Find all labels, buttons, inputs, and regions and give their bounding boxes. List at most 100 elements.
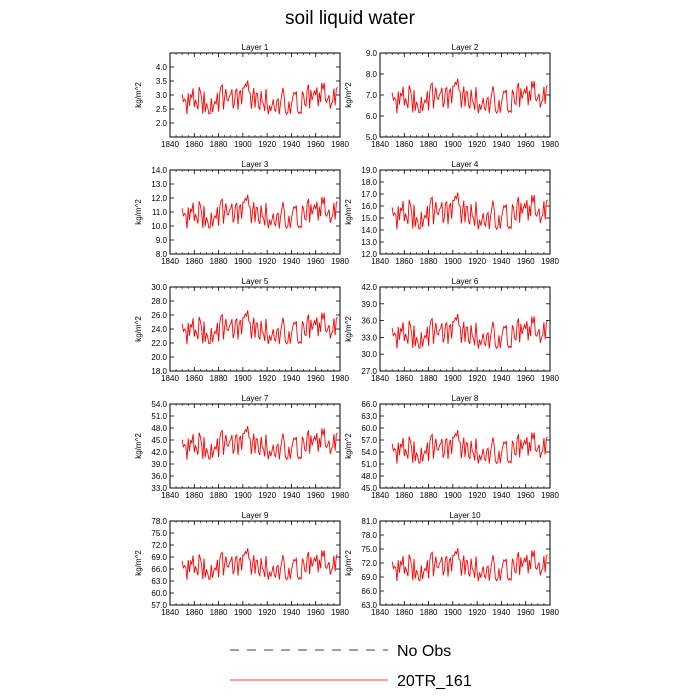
panel-3-ytick-label: 11.0	[152, 208, 168, 217]
panel-5-ytick-label: 18.0	[151, 367, 167, 376]
panel-4-xtick-label: 1900	[444, 257, 462, 266]
panel-5-xtick-label: 1960	[307, 374, 325, 383]
panel-2-ylabel: kg/m^2	[344, 82, 353, 108]
panel-7-ytick-label: 48.0	[151, 424, 167, 433]
panel-9-ytick-label: 63.0	[151, 577, 167, 586]
panel-7-ytick-label: 36.0	[151, 472, 167, 481]
panel-5-ytick-label: 24.0	[151, 325, 167, 334]
panel-2-xtick-label: 1960	[517, 140, 535, 149]
panel-9-xtick-label: 1840	[161, 608, 179, 617]
panel-3-xtick-label: 1840	[161, 257, 179, 266]
panel-10-ytick-label: 81.0	[361, 517, 377, 526]
panel-4-series-20tr-161	[391, 192, 548, 231]
panel-8-xtick-label: 1960	[517, 491, 535, 500]
panel-4-xtick-label: 1940	[493, 257, 511, 266]
panel-1-xtick-label: 1880	[210, 140, 228, 149]
panel-10-xtick-label: 1980	[541, 608, 559, 617]
panel-2-frame	[379, 52, 551, 138]
panel-8-ytick-label: 66.0	[361, 400, 377, 409]
panel-5-ytick-label: 30.0	[151, 283, 167, 292]
panel-6-title: Layer 6	[452, 277, 479, 286]
panel-3-ytick-label: 13.0	[151, 180, 167, 189]
panel-9-xtick-label: 1880	[210, 608, 228, 617]
panel-8-ytick-label: 63.0	[361, 412, 377, 421]
panel-9-title: Layer 9	[242, 511, 269, 520]
panel-1-ytick-label: 4.0	[156, 63, 168, 72]
panel-10-xtick-label: 1960	[517, 608, 535, 617]
panel-5-xtick-label: 1860	[185, 374, 203, 383]
panel-4-title: Layer 4	[452, 160, 479, 169]
panel-10-ytick-label: 66.0	[361, 587, 377, 596]
panel-9-ytick-label: 78.0	[151, 517, 167, 526]
panel-7-xtick-label: 1860	[185, 491, 203, 500]
panel-3-xtick-label: 1980	[331, 257, 349, 266]
figure-title: soil liquid water	[285, 8, 415, 29]
panel-10-ytick-label: 75.0	[361, 545, 377, 554]
panel-3-ytick-label: 9.0	[156, 236, 168, 245]
panel-5-xtick-label: 1900	[234, 374, 252, 383]
panel-1-title: Layer 1	[242, 43, 269, 52]
panel-3-frame	[169, 169, 341, 255]
panel-8-ylabel: kg/m^2	[344, 433, 353, 459]
panel-9-series-20tr-161	[181, 548, 338, 581]
panel-9-frame	[169, 520, 341, 606]
panel-2-xtick-label: 1840	[371, 140, 389, 149]
panel-1-xtick-label: 1960	[307, 140, 325, 149]
panel-1-xtick-label: 1860	[185, 140, 203, 149]
panel-8-ytick-label: 51.0	[361, 460, 377, 469]
panel-10-xtick-label: 1940	[493, 608, 511, 617]
panel-10-xtick-label: 1880	[420, 608, 438, 617]
panel-4-xtick-label: 1960	[517, 257, 535, 266]
panel-5-ytick-label: 20.0	[151, 353, 167, 362]
panel-9-xtick-label: 1960	[307, 608, 325, 617]
panel-7-ytick-label: 54.0	[151, 400, 167, 409]
panel-7-title: Layer 7	[242, 394, 269, 403]
panel-3-ytick-label: 12.0	[151, 194, 167, 203]
panel-4-ytick-label: 13.0	[361, 238, 377, 247]
panel-9-xtick-label: 1920	[258, 608, 276, 617]
panel-9-ytick-label: 60.0	[151, 589, 167, 598]
panel-4-xtick-label: 1880	[420, 257, 438, 266]
panel-9-ytick-label: 66.0	[151, 565, 167, 574]
panel-8-frame	[379, 403, 551, 489]
panel-4-ytick-label: 14.0	[361, 226, 377, 235]
panel-2-xtick-label: 1980	[541, 140, 559, 149]
panel-4-ytick-label: 17.0	[361, 190, 377, 199]
panel-9-xtick-label: 1980	[331, 608, 349, 617]
panel-6-ytick-label: 33.0	[361, 333, 377, 342]
panel-6-ylabel: kg/m^2	[344, 316, 353, 342]
panel-5-ytick-label: 22.0	[151, 339, 167, 348]
panel-9-ytick-label: 57.0	[151, 601, 167, 610]
panel-3-ytick-label: 14.0	[151, 166, 167, 175]
panel-3-xtick-label: 1880	[210, 257, 228, 266]
panel-7-series-20tr-161	[181, 426, 338, 461]
panel-4-ytick-label: 12.0	[361, 250, 377, 259]
panel-3-xtick-label: 1960	[307, 257, 325, 266]
panel-4-frame	[379, 169, 551, 255]
panel-6-ytick-label: 30.0	[361, 350, 377, 359]
legend-label-no-obs: No Obs	[397, 643, 451, 660]
panel-2-ytick-label: 9.0	[366, 49, 378, 58]
panel-5-ylabel: kg/m^2	[134, 316, 143, 342]
panel-3-ytick-label: 10.0	[151, 222, 167, 231]
panel-1-series-20tr-161	[181, 80, 338, 115]
panel-10-title: Layer 10	[449, 511, 481, 520]
panel-10-ytick-label: 63.0	[361, 601, 377, 610]
panel-2-ytick-label: 8.0	[366, 70, 378, 79]
panel-6-xtick-label: 1960	[517, 374, 535, 383]
panel-7-ytick-label: 42.0	[151, 448, 167, 457]
panel-5-xtick-label: 1840	[161, 374, 179, 383]
panel-9-ytick-label: 69.0	[151, 553, 167, 562]
panel-10-series-20tr-161	[391, 548, 548, 582]
panel-8-series-20tr-161	[391, 430, 548, 465]
panel-8-ytick-label: 57.0	[361, 436, 377, 445]
panel-2-xtick-label: 1880	[420, 140, 438, 149]
panel-10-frame	[379, 520, 551, 606]
panel-4-ytick-label: 18.0	[361, 178, 377, 187]
panel-1-ytick-label: 3.5	[156, 77, 168, 86]
panel-3-xtick-label: 1860	[185, 257, 203, 266]
panel-2-xtick-label: 1940	[493, 140, 511, 149]
panel-4-ylabel: kg/m^2	[344, 199, 353, 225]
panel-1-xtick-label: 1940	[283, 140, 301, 149]
